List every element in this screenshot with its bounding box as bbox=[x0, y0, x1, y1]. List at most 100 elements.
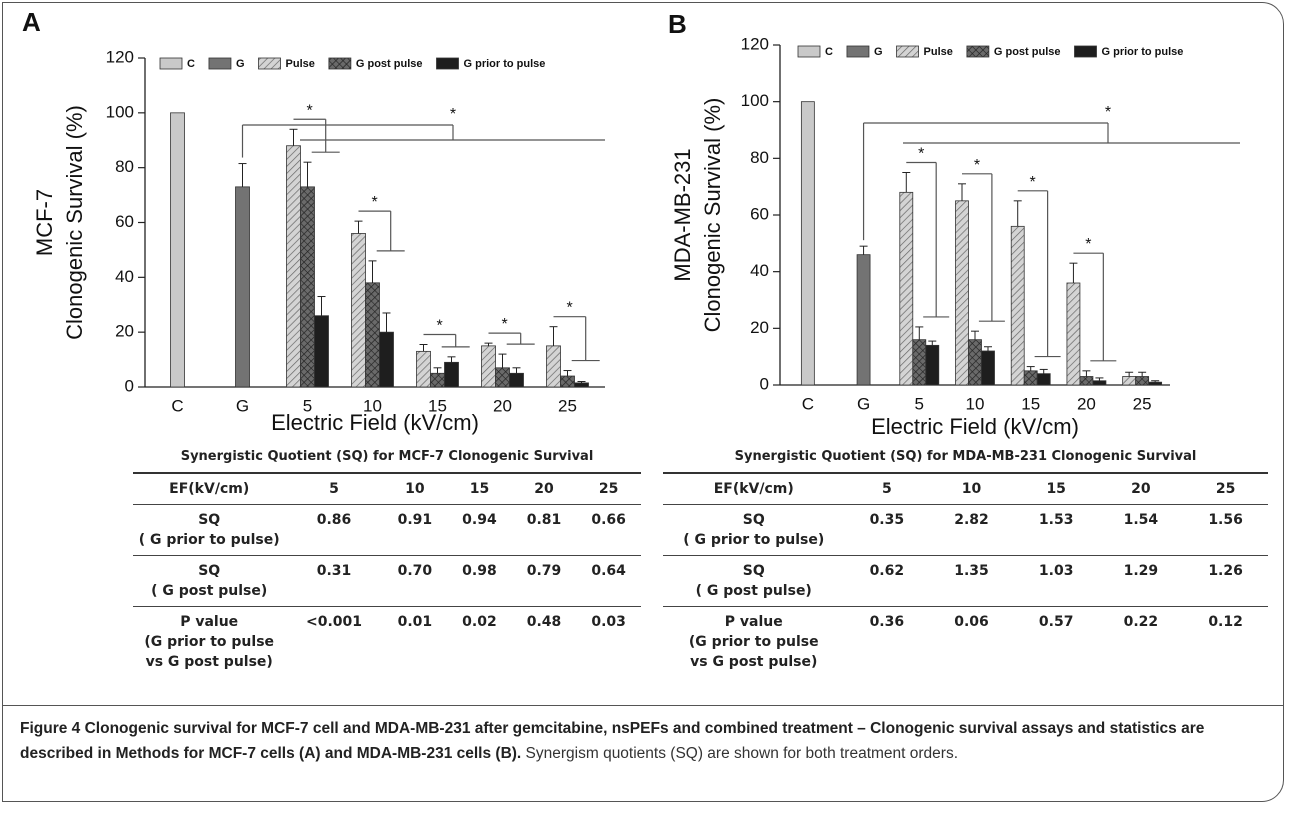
table-row-label-line: P value bbox=[180, 614, 239, 630]
bar bbox=[1036, 373, 1051, 386]
table-header-cell: 25 bbox=[576, 473, 641, 505]
error-bar bbox=[238, 163, 247, 187]
table-cell: 0.66 bbox=[576, 504, 641, 556]
table-cell: 0.36 bbox=[869, 614, 905, 630]
error-bar bbox=[382, 312, 391, 333]
error-bar bbox=[484, 342, 493, 346]
significance-star: * bbox=[974, 157, 980, 174]
y-tick-label: 20 bbox=[115, 322, 134, 341]
significance-star: * bbox=[566, 300, 572, 317]
y-tick-label: 120 bbox=[741, 34, 769, 53]
significance-star: * bbox=[450, 106, 456, 123]
y-axis-label: MCF-7 bbox=[32, 189, 57, 256]
significance-star: * bbox=[918, 146, 924, 163]
table-cell: 0.64 bbox=[576, 555, 641, 607]
y-tick-label: 100 bbox=[741, 91, 769, 110]
significance-star: * bbox=[1105, 104, 1111, 121]
x-tick-label: 10 bbox=[363, 396, 382, 415]
bar bbox=[574, 382, 589, 388]
bar bbox=[365, 282, 380, 388]
x-tick-label: G bbox=[857, 394, 870, 413]
table-cell: 0.98 bbox=[447, 555, 512, 607]
legend-label: G bbox=[236, 58, 245, 70]
error-bar bbox=[1151, 380, 1160, 383]
bar bbox=[495, 367, 510, 388]
error-bar bbox=[1069, 262, 1078, 283]
legend-label: C bbox=[825, 46, 833, 58]
table-cell: 0.06 bbox=[954, 614, 989, 630]
bar bbox=[509, 372, 524, 388]
bar bbox=[1066, 282, 1081, 386]
caption-label: Figure 4 bbox=[20, 720, 81, 737]
table-header-cell: 5 bbox=[844, 473, 930, 505]
bar-chart: A MCF-7 Clonogenic Survival (%) Electric Fi… bbox=[22, 7, 605, 435]
panel-label: A bbox=[22, 7, 41, 37]
legend-swatch bbox=[159, 57, 183, 70]
y-tick-label: 100 bbox=[106, 102, 134, 121]
table-header-cell: 10 bbox=[382, 473, 448, 505]
bar bbox=[1148, 381, 1163, 386]
error-bar bbox=[984, 346, 992, 351]
table-row-label: SQ ( G post pulse) bbox=[663, 555, 845, 607]
bar bbox=[300, 186, 315, 388]
bar bbox=[1135, 376, 1150, 386]
bar bbox=[444, 361, 459, 388]
table-cell: 0.02 bbox=[462, 614, 497, 630]
table-row-label: SQ ( G prior to pulse) bbox=[663, 504, 845, 556]
table-row-label-line: SQ bbox=[742, 512, 765, 528]
table-row-label: P value (G prior to pulse vs G post pulse) bbox=[133, 607, 285, 678]
table-row: P value (G prior to pulse vs G post pulse)… bbox=[663, 607, 1268, 678]
error-bar bbox=[354, 220, 363, 234]
error-bar bbox=[1138, 371, 1147, 377]
x-tick-label: 20 bbox=[493, 396, 512, 415]
x-axis-label: Electric Field (kV/cm) bbox=[871, 414, 1079, 439]
table-row: SQ ( G prior to pulse) 0.35 2.82 1.53 1.54 1.5… bbox=[663, 504, 1268, 556]
error-bar bbox=[289, 128, 298, 146]
table-title-row: Synergistic Quotient (SQ) for MDA-MB-231… bbox=[663, 442, 1268, 474]
error-bar bbox=[317, 296, 326, 316]
error-bar bbox=[1039, 368, 1048, 374]
table-row-label-line: (G prior to pulse bbox=[688, 634, 819, 650]
x-tick-label: 15 bbox=[1021, 394, 1040, 413]
bar bbox=[1010, 225, 1025, 386]
y-tick-label: 60 bbox=[750, 204, 769, 223]
x-tick-label: G bbox=[236, 396, 249, 415]
error-bar bbox=[419, 344, 428, 352]
table-header-row: EF(kV/cm) 5 10 15 20 25 bbox=[663, 473, 1268, 505]
table-cell: 0.48 bbox=[526, 614, 562, 630]
y-axis-label: Clonogenic Survival (%) bbox=[62, 105, 87, 340]
error-bar bbox=[498, 353, 507, 368]
sq-table: Synergistic Quotient (SQ) for MCF-7 Clon… bbox=[133, 442, 641, 677]
table-header-row: EF(kV/cm) 5 10 15 20 25 bbox=[133, 473, 641, 505]
bar bbox=[481, 345, 496, 388]
legend: C G Pulse G post pulse G prior to pulse bbox=[159, 57, 545, 70]
legend-swatch bbox=[328, 57, 352, 70]
bar bbox=[968, 339, 982, 386]
error-bar bbox=[447, 356, 456, 363]
legend-label: G post pulse bbox=[994, 46, 1061, 58]
bar bbox=[546, 345, 561, 388]
x-tick-label: 5 bbox=[915, 394, 924, 413]
bar bbox=[925, 344, 940, 386]
table-row-label-line: vs G post pulse) bbox=[145, 654, 273, 670]
error-bar bbox=[303, 161, 312, 187]
sq-table: Synergistic Quotient (SQ) for MDA-MB-231… bbox=[663, 442, 1268, 677]
error-bar bbox=[915, 326, 924, 340]
error-bar bbox=[1125, 371, 1134, 377]
table-cell: 0.57 bbox=[1038, 614, 1074, 630]
table-row-label-line: SQ bbox=[198, 512, 221, 528]
bar-chart: B MDA-MB-231 Clonogenic Survival (%) Electr… bbox=[668, 9, 1240, 439]
table-cell: 1.56 bbox=[1183, 504, 1268, 556]
bar bbox=[800, 101, 815, 386]
x-tick-label: C bbox=[171, 396, 183, 415]
x-tick-label: 10 bbox=[966, 394, 985, 413]
table-row: SQ ( G post pulse) 0.31 0.70 0.98 0.79 0.64 bbox=[133, 555, 641, 607]
table-cell: 0.79 bbox=[511, 555, 577, 607]
table-header-cell: 20 bbox=[1098, 473, 1184, 505]
significance-star: * bbox=[501, 316, 507, 333]
error-bar bbox=[902, 172, 911, 193]
significance-star: * bbox=[306, 102, 312, 119]
table-header-cell: 20 bbox=[511, 473, 577, 505]
table-cell: 1.35 bbox=[929, 555, 1014, 607]
legend-swatch bbox=[896, 45, 919, 58]
